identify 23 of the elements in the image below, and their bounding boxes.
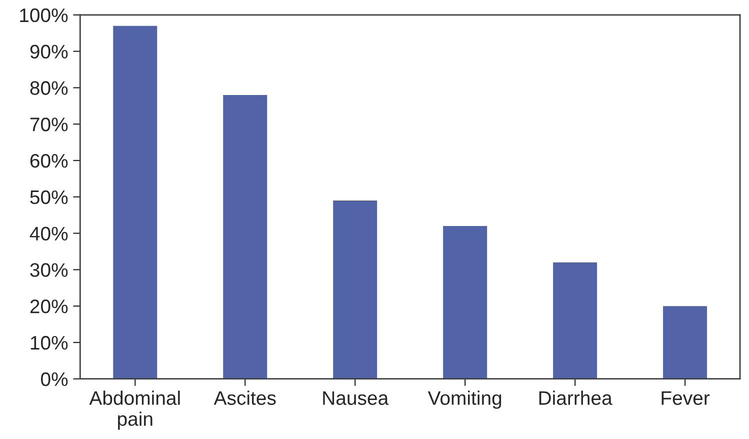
bar	[333, 200, 378, 379]
y-tick-label: 60%	[30, 154, 68, 168]
x-tick-label: Vomiting	[428, 390, 502, 409]
y-tick-label: 90%	[30, 44, 68, 59]
x-tick-label: Ascites	[214, 390, 276, 405]
bar	[113, 26, 158, 379]
x-tick-label: Abdominal pain	[89, 390, 180, 430]
y-tick-label: 10%	[30, 336, 68, 350]
x-tick-label: Nausea	[323, 391, 389, 405]
bar	[443, 226, 488, 379]
y-tick-label: 30%	[30, 263, 68, 277]
bar	[663, 306, 708, 379]
x-tick-label: Fever	[662, 391, 710, 405]
y-tick-label: 20%	[30, 300, 68, 314]
y-tick-label: 100%	[20, 8, 68, 22]
x-tick-label: Diarrhea	[539, 390, 612, 405]
y-tick-label: 50%	[30, 190, 68, 204]
bar	[553, 262, 598, 379]
y-tick-label: 70%	[30, 118, 68, 132]
bar	[223, 94, 268, 379]
y-tick-label: 40%	[30, 226, 68, 241]
y-tick-label: 0%	[40, 372, 68, 386]
y-tick-label: 80%	[30, 81, 68, 95]
